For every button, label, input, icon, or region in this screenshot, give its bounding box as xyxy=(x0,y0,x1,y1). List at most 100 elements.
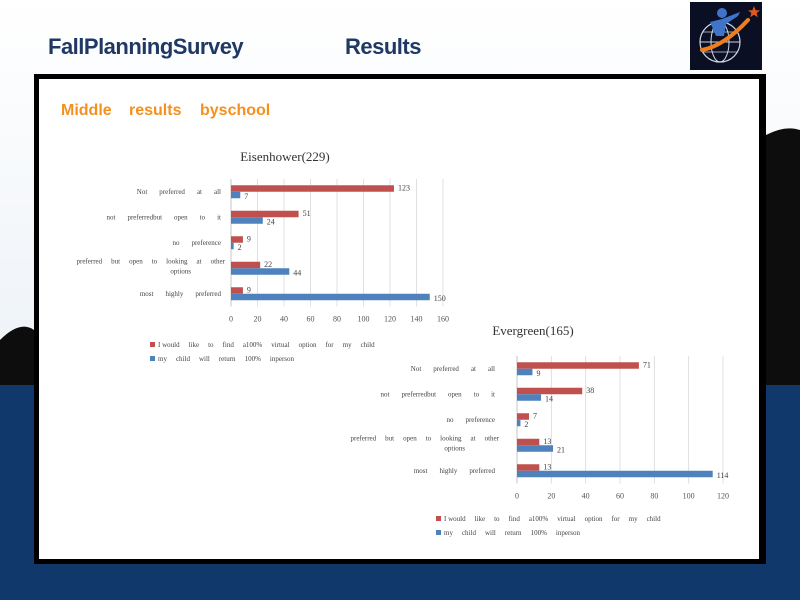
x-tick-label: 20 xyxy=(547,492,555,501)
category-label-word: preferred xyxy=(195,290,221,298)
data-label-virtual: 7 xyxy=(533,411,537,420)
x-tick-label: 100 xyxy=(683,492,695,501)
page-title: FallPlanningSurvey xyxy=(48,34,244,59)
bar-virtual xyxy=(517,464,540,471)
data-label-virtual: 22 xyxy=(264,260,272,269)
legend-label-word: 100% xyxy=(531,529,548,537)
x-tick-label: 0 xyxy=(515,492,519,501)
category-label-word: at xyxy=(471,434,476,442)
bar-virtual xyxy=(231,287,243,294)
legend-label-word: child xyxy=(647,515,661,523)
bar-virtual xyxy=(231,210,299,218)
category-label-word: not xyxy=(107,213,116,221)
category-label-word: highly xyxy=(165,290,183,298)
category-label-word: at xyxy=(471,365,476,373)
category-label-word: preferredbut xyxy=(127,213,162,221)
bar-virtual xyxy=(517,387,583,395)
x-tick-label: 160 xyxy=(437,315,449,324)
legend-label-word: child xyxy=(361,341,375,349)
data-label-virtual: 123 xyxy=(398,183,410,192)
category-label-word: looking xyxy=(166,257,188,265)
legend-label-word: my xyxy=(343,341,352,349)
category-label-word: all xyxy=(214,188,221,196)
chart-eisenhower: Eisenhower(229) 0 20 40 60 80 100 120 140 160 123 7… xyxy=(76,149,449,363)
bar-virtual xyxy=(231,261,261,269)
legend-swatch xyxy=(150,342,155,347)
data-label-virtual: 13 xyxy=(543,437,551,446)
data-label-virtual: 9 xyxy=(247,285,251,294)
bar-inperson xyxy=(231,191,241,199)
category-label-word: it xyxy=(491,390,495,398)
category-label-word: looking xyxy=(440,434,462,442)
legend-label-word: my xyxy=(629,515,638,523)
legend-label-word: for xyxy=(325,341,334,349)
data-label-inperson: 21 xyxy=(557,445,565,454)
legend-label-word: to xyxy=(208,341,214,349)
legend-label-word: return xyxy=(219,355,236,363)
category-label-word: preferred xyxy=(350,434,376,442)
category-label-word: Not xyxy=(137,188,148,196)
legend-label-word: for xyxy=(611,515,620,523)
data-label-inperson: 44 xyxy=(293,268,301,277)
category-label-word: but xyxy=(111,257,120,265)
legend-label-word: inperson xyxy=(556,529,581,537)
category-label-word: at xyxy=(197,188,202,196)
bar-inperson xyxy=(231,293,430,301)
legend-swatch xyxy=(436,530,441,535)
legend-label-word: find xyxy=(223,341,235,349)
chart-evergreen: Evergreen(165) 0 20 40 60 80 100 120 71 9 all at pre… xyxy=(350,323,729,537)
data-label-virtual: 9 xyxy=(247,234,251,243)
category-label-word: at xyxy=(197,257,202,265)
category-label-word: open xyxy=(174,213,188,221)
category-label-word: preferred xyxy=(159,188,185,196)
category-label-word: to xyxy=(426,434,432,442)
category-label-word: most xyxy=(140,290,154,298)
subtitle-byschool: byschool xyxy=(200,102,271,119)
legend-label-word: return xyxy=(505,529,522,537)
category-label-word: highly xyxy=(439,467,457,475)
category-label-word: to xyxy=(200,213,206,221)
bar-inperson xyxy=(517,445,554,452)
data-label-inperson: 14 xyxy=(545,394,553,403)
category-label-word: to xyxy=(474,390,480,398)
x-tick-label: 0 xyxy=(229,315,233,324)
results-heading: Results xyxy=(345,34,421,59)
bar-inperson xyxy=(517,470,713,478)
school-logo-icon xyxy=(690,2,762,70)
category-label-word: preferred xyxy=(76,257,102,265)
legend-swatch xyxy=(150,356,155,361)
legend-label-word: to xyxy=(494,515,500,523)
legend-label-word: virtual xyxy=(557,515,575,523)
chart-title: Evergreen(165) xyxy=(492,323,573,338)
x-tick-label: 60 xyxy=(307,315,315,324)
bar-virtual xyxy=(231,236,243,243)
legend-label-word: a100% xyxy=(529,515,549,523)
x-tick-label: 40 xyxy=(280,315,288,324)
bar-inperson xyxy=(231,217,263,224)
legend-label-word: child xyxy=(462,529,476,537)
category-label-word: preferredbut xyxy=(401,390,436,398)
category-label-word: all xyxy=(488,365,495,373)
data-label-inperson: 2 xyxy=(238,243,242,252)
legend-label-word: child xyxy=(176,355,190,363)
category-label-word: preferred xyxy=(433,365,459,373)
category-label-word: not xyxy=(381,390,390,398)
legend-label-word: option xyxy=(585,515,603,523)
data-label-inperson: 7 xyxy=(244,192,248,201)
legend-label-word: inperson xyxy=(270,355,295,363)
category-label-word: preferred xyxy=(469,467,495,475)
category-label-word: other xyxy=(211,257,226,265)
category-label-line2: options xyxy=(170,267,191,275)
legend-label-word: like xyxy=(475,515,486,523)
x-tick-label: 140 xyxy=(411,315,423,324)
legend-label-word: a100% xyxy=(243,341,263,349)
legend-label-word: I would xyxy=(444,515,466,523)
data-label-inperson: 114 xyxy=(717,471,729,480)
legend-label-word: my xyxy=(444,529,453,537)
x-tick-label: 80 xyxy=(650,492,658,501)
category-label-word: no xyxy=(446,416,454,424)
category-label-word: preference xyxy=(465,416,495,424)
results-panel: Middle results byschool Eisenhower(229) 0… xyxy=(39,79,759,559)
category-label-word: but xyxy=(385,434,394,442)
legend-label-word: will xyxy=(485,529,496,537)
